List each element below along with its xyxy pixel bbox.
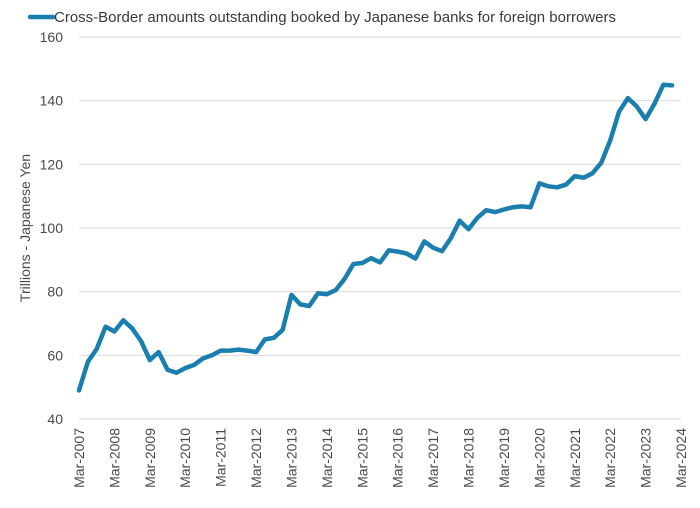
series-line: [76, 82, 675, 393]
legend-label: Cross-Border amounts outstanding booked …: [54, 9, 616, 26]
x-axis-tick-labels: Mar-2007 Mar-2008 Mar-2009 Mar-2010 Mar-2011…: [71, 428, 689, 488]
y-tick-label: 160: [40, 29, 64, 45]
x-tick-label: Mar-2023: [638, 428, 654, 488]
y-tick-label: 40: [47, 411, 63, 427]
y-tick-label: 80: [47, 284, 63, 300]
x-tick-label: Mar-2009: [142, 428, 158, 488]
x-tick-label: Mar-2020: [531, 428, 547, 488]
y-tick-label: 100: [40, 220, 64, 236]
y-tick-label: 60: [47, 347, 63, 363]
y-tick-label: 120: [40, 156, 64, 172]
x-tick-label: Mar-2018: [461, 428, 477, 488]
x-tick-label: Mar-2022: [602, 428, 618, 488]
x-tick-label: Mar-2019: [496, 428, 512, 488]
x-tick-label: Mar-2021: [567, 428, 583, 488]
x-tick-label: Mar-2014: [319, 428, 335, 488]
x-tick-label: Mar-2012: [248, 428, 264, 488]
x-tick-label: Mar-2017: [425, 428, 441, 488]
x-tick-label: Mar-2024: [673, 428, 689, 488]
x-tick-label: Mar-2010: [177, 428, 193, 488]
grid-lines: [79, 36, 681, 420]
y-axis-tick-labels: 40 60 80 100 120 140 160: [40, 29, 64, 427]
x-tick-label: Mar-2016: [390, 428, 406, 488]
legend: Cross-Border amounts outstanding booked …: [27, 9, 616, 26]
series-layer: [76, 82, 675, 393]
y-axis-title: Trillions - Japanese Yen: [17, 154, 33, 302]
x-tick-label: Mar-2015: [354, 428, 370, 488]
x-tick-label: Mar-2013: [283, 428, 299, 488]
x-tick-label: Mar-2011: [213, 428, 229, 487]
y-tick-label: 140: [40, 93, 64, 109]
x-tick-label: Mar-2008: [106, 428, 122, 488]
x-tick-label: Mar-2007: [71, 428, 87, 488]
